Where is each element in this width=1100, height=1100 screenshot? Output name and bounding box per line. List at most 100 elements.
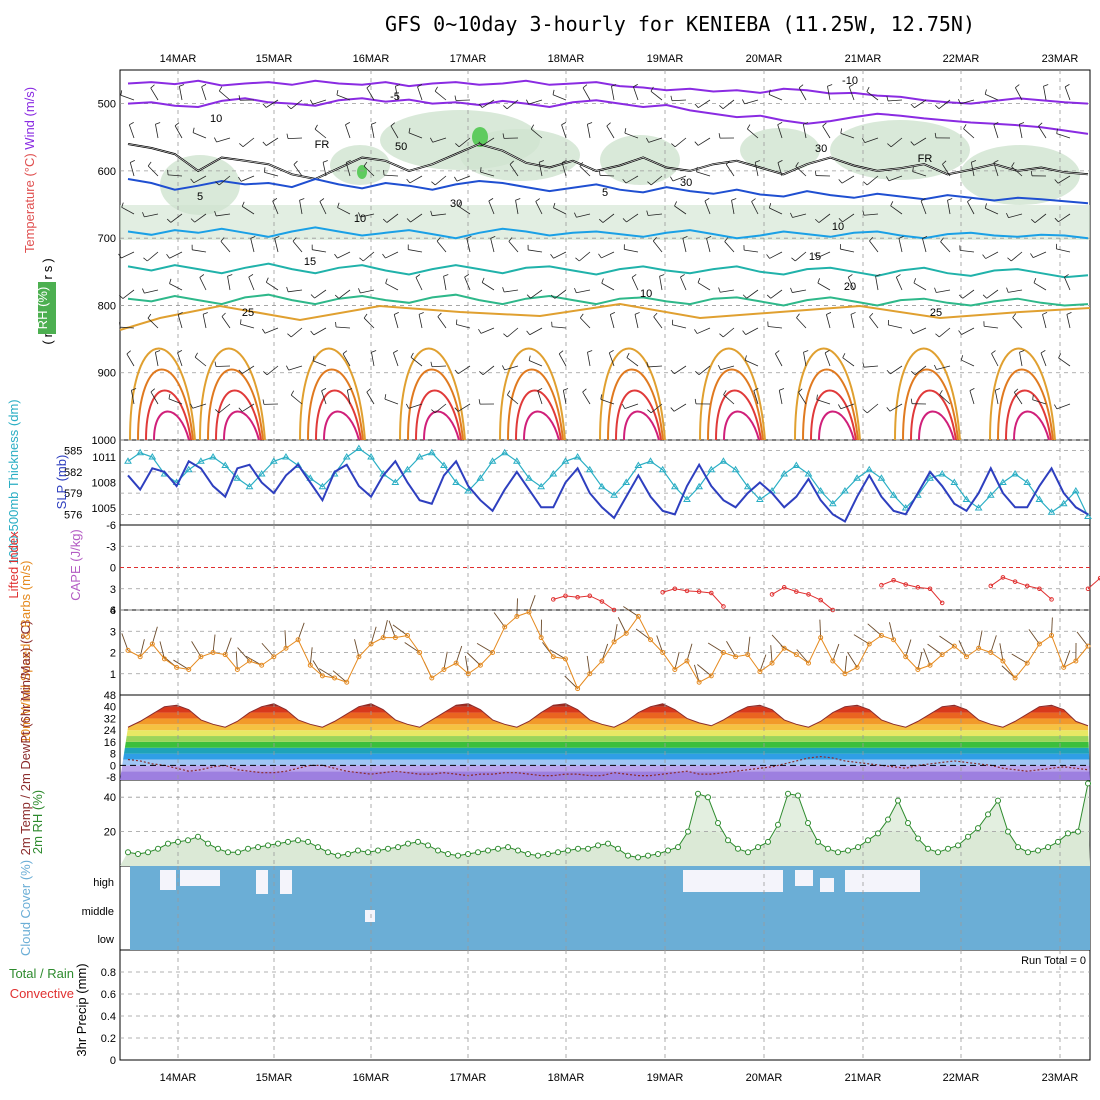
wind-barb [248, 276, 255, 291]
wind-barb [768, 94, 783, 101]
cape-ylabel: CAPE (J/kg) [68, 529, 83, 601]
cloud-gap [365, 910, 375, 922]
wind-speed-marker [344, 679, 350, 685]
wind-barb-flag [910, 398, 913, 404]
slp-marker [841, 487, 849, 494]
precip-ylabel: 3hr Precip (mm) [74, 963, 89, 1056]
wind-barb [488, 200, 495, 215]
wind-barb [922, 238, 927, 253]
wind-barb-flag [214, 211, 217, 217]
temp-ytick: 0 [110, 760, 116, 772]
wind-speed-marker [745, 652, 751, 658]
wind-barb-flag [947, 198, 953, 201]
wind-barb [866, 91, 879, 101]
wind-barb [261, 642, 275, 658]
li-line [1087, 577, 1100, 590]
wind-barb-flag [169, 278, 172, 284]
precip-total-label: Total / Rain [9, 966, 74, 981]
wind-barb [725, 164, 735, 177]
wind-barb [529, 327, 543, 336]
wind-barb [384, 174, 399, 177]
slp-marker [999, 478, 1007, 485]
date-label-bottom: 21MAR [845, 1072, 882, 1084]
wind-barb-flag [177, 312, 183, 315]
wind-barb-flag [177, 350, 183, 354]
wind-barb-flag [430, 361, 433, 367]
wind-barb [408, 132, 423, 139]
wind-barb [1058, 357, 1071, 367]
li-marker [794, 589, 799, 594]
wind-barb-flag [287, 333, 292, 338]
date-label-bottom: 15MAR [256, 1072, 293, 1084]
wind-barb [219, 90, 231, 101]
wind-barb [434, 90, 447, 101]
isotherm-warm-loop [153, 410, 190, 441]
wind-speed-marker [538, 635, 544, 641]
wind-barb [504, 365, 519, 371]
isotherm--10 [127, 79, 1089, 105]
wind-barb-flag [319, 198, 325, 202]
rh-contour-label: 30 [815, 143, 827, 155]
run-total: Run Total = 0 [1021, 955, 1086, 967]
rh-marker [715, 820, 721, 826]
rh-marker [335, 852, 341, 859]
date-label-bottom: 19MAR [647, 1072, 684, 1084]
wind-barb [1001, 665, 1016, 679]
wind-barb-flag [239, 143, 244, 148]
wind-barb-flag [886, 176, 890, 182]
rh-shade [740, 128, 820, 172]
isotherm-warm-loop [315, 389, 362, 441]
wind-barb-flag [744, 355, 747, 361]
wind-barb [493, 612, 506, 628]
wind-barb [939, 394, 951, 405]
wind-barb-flag [1064, 84, 1070, 88]
wind-barb-flag [131, 388, 137, 391]
rh-marker [475, 849, 481, 856]
wind-barb [1056, 133, 1071, 139]
wind-barb [432, 213, 447, 217]
wind-barb-flag [659, 274, 665, 277]
wind-barb-flag [478, 103, 483, 108]
slp-marker [756, 495, 764, 502]
wind-barb [178, 86, 183, 101]
wind-barb [579, 166, 591, 177]
isotherm-25 [119, 302, 1091, 331]
wind-barb [464, 276, 471, 291]
wind-barb-flag [803, 350, 809, 353]
temp-band [120, 724, 1090, 731]
isotherm-warm-loop [415, 389, 462, 441]
cloud-gap [845, 870, 920, 892]
isotherm-15 [127, 262, 1089, 279]
wind-speed-marker [587, 671, 593, 677]
wind-barb-flag [218, 86, 223, 92]
wind-barb [1014, 87, 1023, 101]
rh-marker [735, 845, 741, 852]
slp-marker [986, 491, 995, 498]
slp-marker [1059, 499, 1068, 507]
wind-barb [600, 398, 615, 405]
isotherm-warm-loop [902, 368, 959, 441]
wind-barb-flag [670, 95, 673, 101]
wind-speed-marker [903, 654, 909, 660]
wind-barb [537, 390, 543, 405]
wind-barb [1032, 399, 1047, 405]
wind-barb [817, 251, 831, 259]
wind-barb [431, 365, 447, 368]
slp-marker [221, 461, 230, 468]
wind-barb [482, 99, 495, 108]
wind-barb [202, 314, 207, 329]
rh-marker [465, 850, 471, 857]
wind-barb-flag [220, 237, 225, 242]
wind-speed-marker [599, 658, 605, 664]
wind-barb-flag [371, 122, 377, 125]
li-ytick: -3 [106, 541, 116, 553]
wind-barb-flag [913, 278, 917, 284]
wind-barb [648, 137, 663, 143]
rh-marker [915, 835, 921, 842]
wind-barb [1064, 277, 1071, 291]
wind-speed-marker [915, 667, 921, 672]
wind-barb [490, 238, 495, 253]
slp-marker [464, 487, 473, 494]
isotherm-warm-loop [599, 347, 666, 441]
wind-barb-flag [751, 198, 756, 202]
